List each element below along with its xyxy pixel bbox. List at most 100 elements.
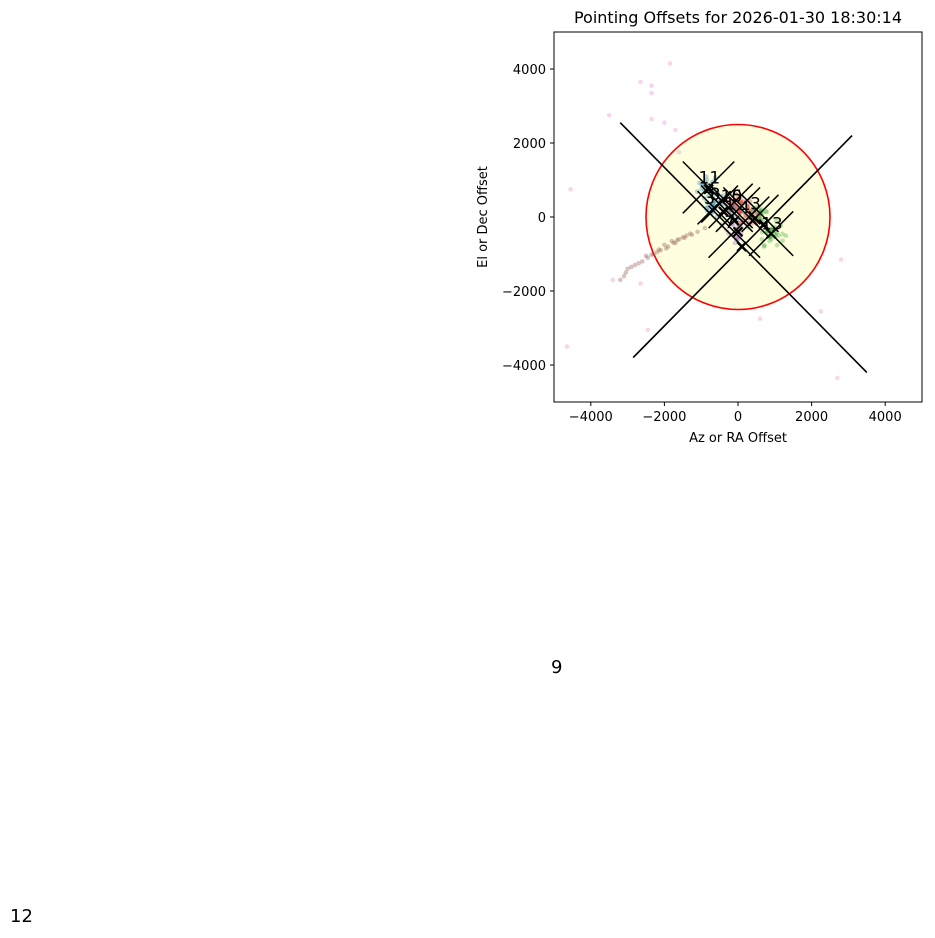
group-9-point-15 (759, 236, 765, 242)
group-5-point-7 (744, 202, 750, 208)
outlier-point-3 (649, 90, 654, 96)
mean-marker-0 (703, 183, 714, 195)
y-tick-label-1: −2000 (502, 285, 546, 300)
group-5-point-12 (738, 198, 744, 204)
mean-marker-6 (758, 219, 770, 230)
trail-point-12 (676, 236, 682, 242)
group-label-2: 3 (704, 189, 715, 209)
group-9-point-18 (761, 242, 767, 248)
mean-marker-1 (718, 206, 729, 217)
group-5-point-19 (732, 191, 738, 197)
trail-point-7 (636, 260, 641, 266)
trail-point-9 (621, 273, 627, 279)
trail-point-23 (632, 262, 638, 268)
group-3-cross-b (708, 183, 754, 229)
group-2-point-4 (711, 200, 717, 206)
group-5-point-6 (745, 205, 751, 211)
group-5-point-15 (735, 192, 740, 198)
outlier-point-2 (649, 83, 654, 88)
stray-label-9: 9 (551, 657, 563, 678)
outlier-point-5 (649, 116, 654, 122)
x-tick-label-3: 2000 (795, 410, 828, 425)
outlier-point-14 (610, 277, 616, 283)
x-tick-label-2: 0 (734, 410, 742, 425)
outlier-point-0 (667, 61, 673, 66)
group-label-4: 1 (724, 194, 735, 214)
outlier-point-17 (676, 149, 682, 155)
trail-point-19 (654, 249, 660, 255)
x-axis-label: Az or RA Offset (689, 431, 787, 446)
mean-marker-3 (732, 226, 744, 238)
trail-point-5 (687, 231, 693, 236)
trail-point-27 (623, 270, 629, 275)
group-6-point-12 (738, 209, 743, 215)
outlier-point-8 (564, 344, 570, 349)
trail-point-24 (663, 246, 669, 251)
y-tick-label-2: 0 (538, 211, 546, 226)
y-tick-label-3: 2000 (513, 137, 546, 152)
group-label-8: 3 (750, 194, 761, 214)
trail-point-4 (680, 235, 686, 240)
chart-title: Pointing Offsets for 2026-01-30 18:30:14 (574, 8, 902, 27)
group-9-point-28 (774, 218, 779, 224)
group-9-point-19 (783, 233, 789, 239)
group-9-point-16 (767, 238, 773, 244)
outlier-point-9 (645, 327, 651, 333)
trail-point-11 (669, 238, 675, 244)
group-0-cross-b (682, 160, 735, 214)
trail-point-15 (702, 225, 708, 231)
group-label-1: 8 (710, 185, 721, 205)
mean-marker-5 (747, 215, 758, 226)
group-6-point-14 (757, 215, 762, 221)
group-5-cross-b (722, 186, 761, 225)
trail-point-17 (625, 266, 630, 272)
group-0-point-7 (699, 182, 705, 188)
trail-point-25 (674, 237, 680, 243)
x-tick-label-4: 4000 (869, 410, 902, 425)
outlier-point-16 (673, 127, 678, 133)
outlier-point-7 (568, 186, 573, 192)
trail-point-26 (649, 252, 654, 258)
group-9-point-0 (775, 233, 781, 238)
mean-marker-2 (729, 215, 740, 226)
mean-marker-7 (765, 228, 777, 239)
group-3-point-10 (734, 203, 740, 209)
trail-point-29 (656, 247, 662, 252)
trail-point-8 (628, 264, 634, 270)
group-label-9: 13 (761, 215, 783, 235)
y-tick-label-0: −4000 (502, 359, 546, 374)
trail-point-0 (651, 251, 656, 257)
trail-point-20 (671, 240, 676, 246)
group-0-point-0 (704, 177, 710, 183)
group-2-cross-b (696, 190, 732, 225)
outlier-point-4 (606, 112, 612, 118)
group-0-point-24 (697, 180, 702, 186)
group-label-7: 7 (724, 213, 735, 233)
group-7-point-13 (732, 240, 738, 246)
trail-point-18 (617, 277, 623, 283)
group-9-point-11 (774, 242, 780, 248)
trail-point-28 (682, 235, 687, 241)
trail-point-22 (640, 259, 645, 264)
group-8-cross-b (741, 194, 780, 233)
group-label-6: 4 (739, 198, 750, 218)
trail-point-14 (695, 229, 700, 235)
outlier-point-12 (838, 257, 844, 262)
mean-marker-4 (736, 241, 747, 252)
x-tick-label-0: −4000 (569, 410, 613, 425)
outlier-point-15 (638, 281, 643, 286)
trail-point-21 (689, 232, 695, 238)
stray-label-12: 12 (10, 906, 33, 927)
group-label-0: 11 (699, 168, 721, 188)
trail-point-6 (643, 253, 649, 259)
trail-point-1 (658, 248, 664, 253)
y-tick-label-4: 4000 (513, 63, 546, 78)
group-label-5: 5 (732, 187, 743, 207)
group-5-point-5 (745, 204, 751, 209)
outlier-point-1 (638, 79, 643, 85)
group-9-point-5 (780, 231, 785, 237)
trail-point-13 (684, 233, 689, 238)
group-9-point-20 (780, 238, 785, 244)
group-0-point-1 (703, 174, 709, 179)
